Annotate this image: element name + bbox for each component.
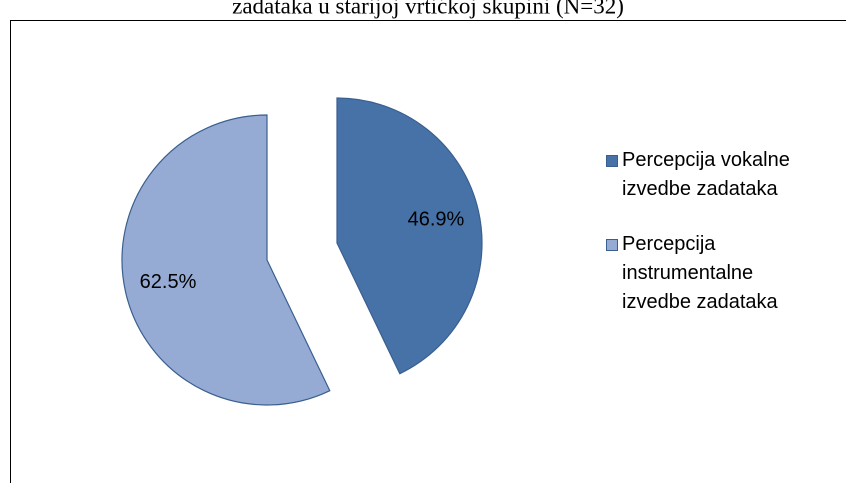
legend-swatch	[606, 239, 618, 251]
pie-slice	[336, 97, 483, 375]
chart-title: zadataka u starijoj vrtićkoj skupini (N=…	[232, 0, 624, 18]
chart-frame	[10, 20, 846, 483]
legend-label: Percepcija instrumentalne izvedbe zadata…	[622, 233, 778, 313]
legend-entry: Percepcija instrumentalne izvedbe zadata…	[606, 230, 806, 317]
legend-entry: Percepcija vokalne izvedbe zadataka	[606, 146, 836, 204]
legend-label: Percepcija vokalne izvedbe zadataka	[622, 149, 790, 200]
data-label: 62.5%	[140, 271, 197, 293]
pie-slice	[121, 114, 331, 406]
legend-swatch	[606, 155, 618, 167]
data-label: 46.9%	[408, 209, 465, 231]
